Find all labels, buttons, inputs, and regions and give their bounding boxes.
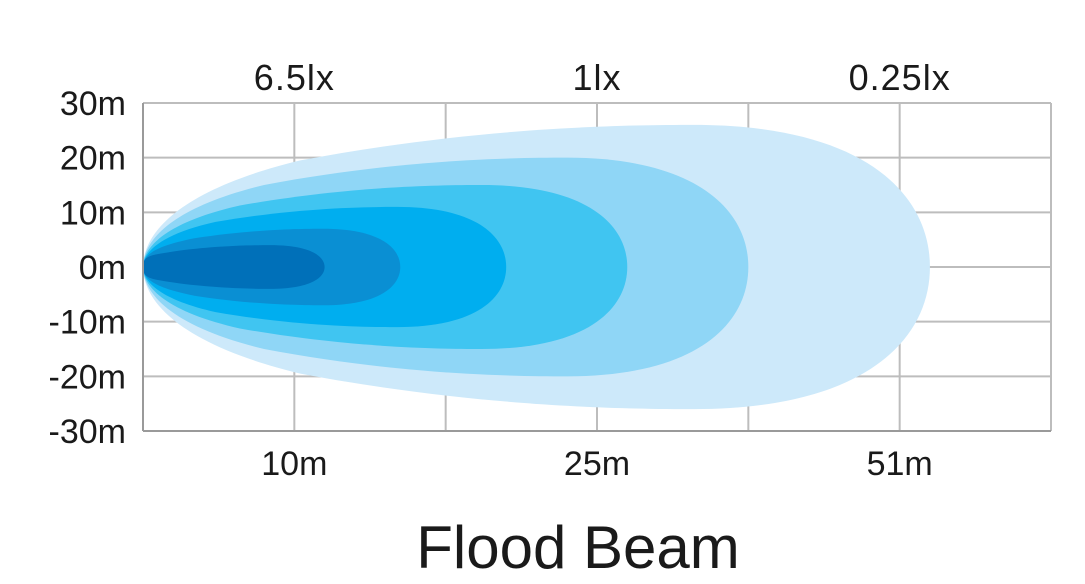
y-tick-label: 0m [79,249,126,287]
lux-label: 6.5lx [254,57,335,98]
axes [142,103,1051,432]
lux-label: 1lx [572,57,621,98]
chart-title: Flood Beam [416,514,740,581]
lux-label: 0.25lx [849,57,951,98]
y-tick-label: 10m [60,194,126,232]
x-tick-label: 25m [564,445,630,483]
x-tick-labels: 10m 25m 51m [261,445,932,483]
beam-zones [143,124,930,410]
y-tick-label: 20m [60,140,126,178]
y-tick-label: -10m [49,304,126,342]
y-tick-label: 30m [60,85,126,123]
x-tick-label: 10m [261,445,327,483]
beam-zone-6 [143,245,325,289]
x-tick-label: 51m [867,445,933,483]
y-tick-labels: 30m 20m 10m 0m -10m -20m -30m [49,85,126,451]
y-tick-label: -30m [49,413,126,451]
lux-labels: 6.5lx 1lx 0.25lx [254,57,951,98]
y-tick-label: -20m [49,358,126,396]
